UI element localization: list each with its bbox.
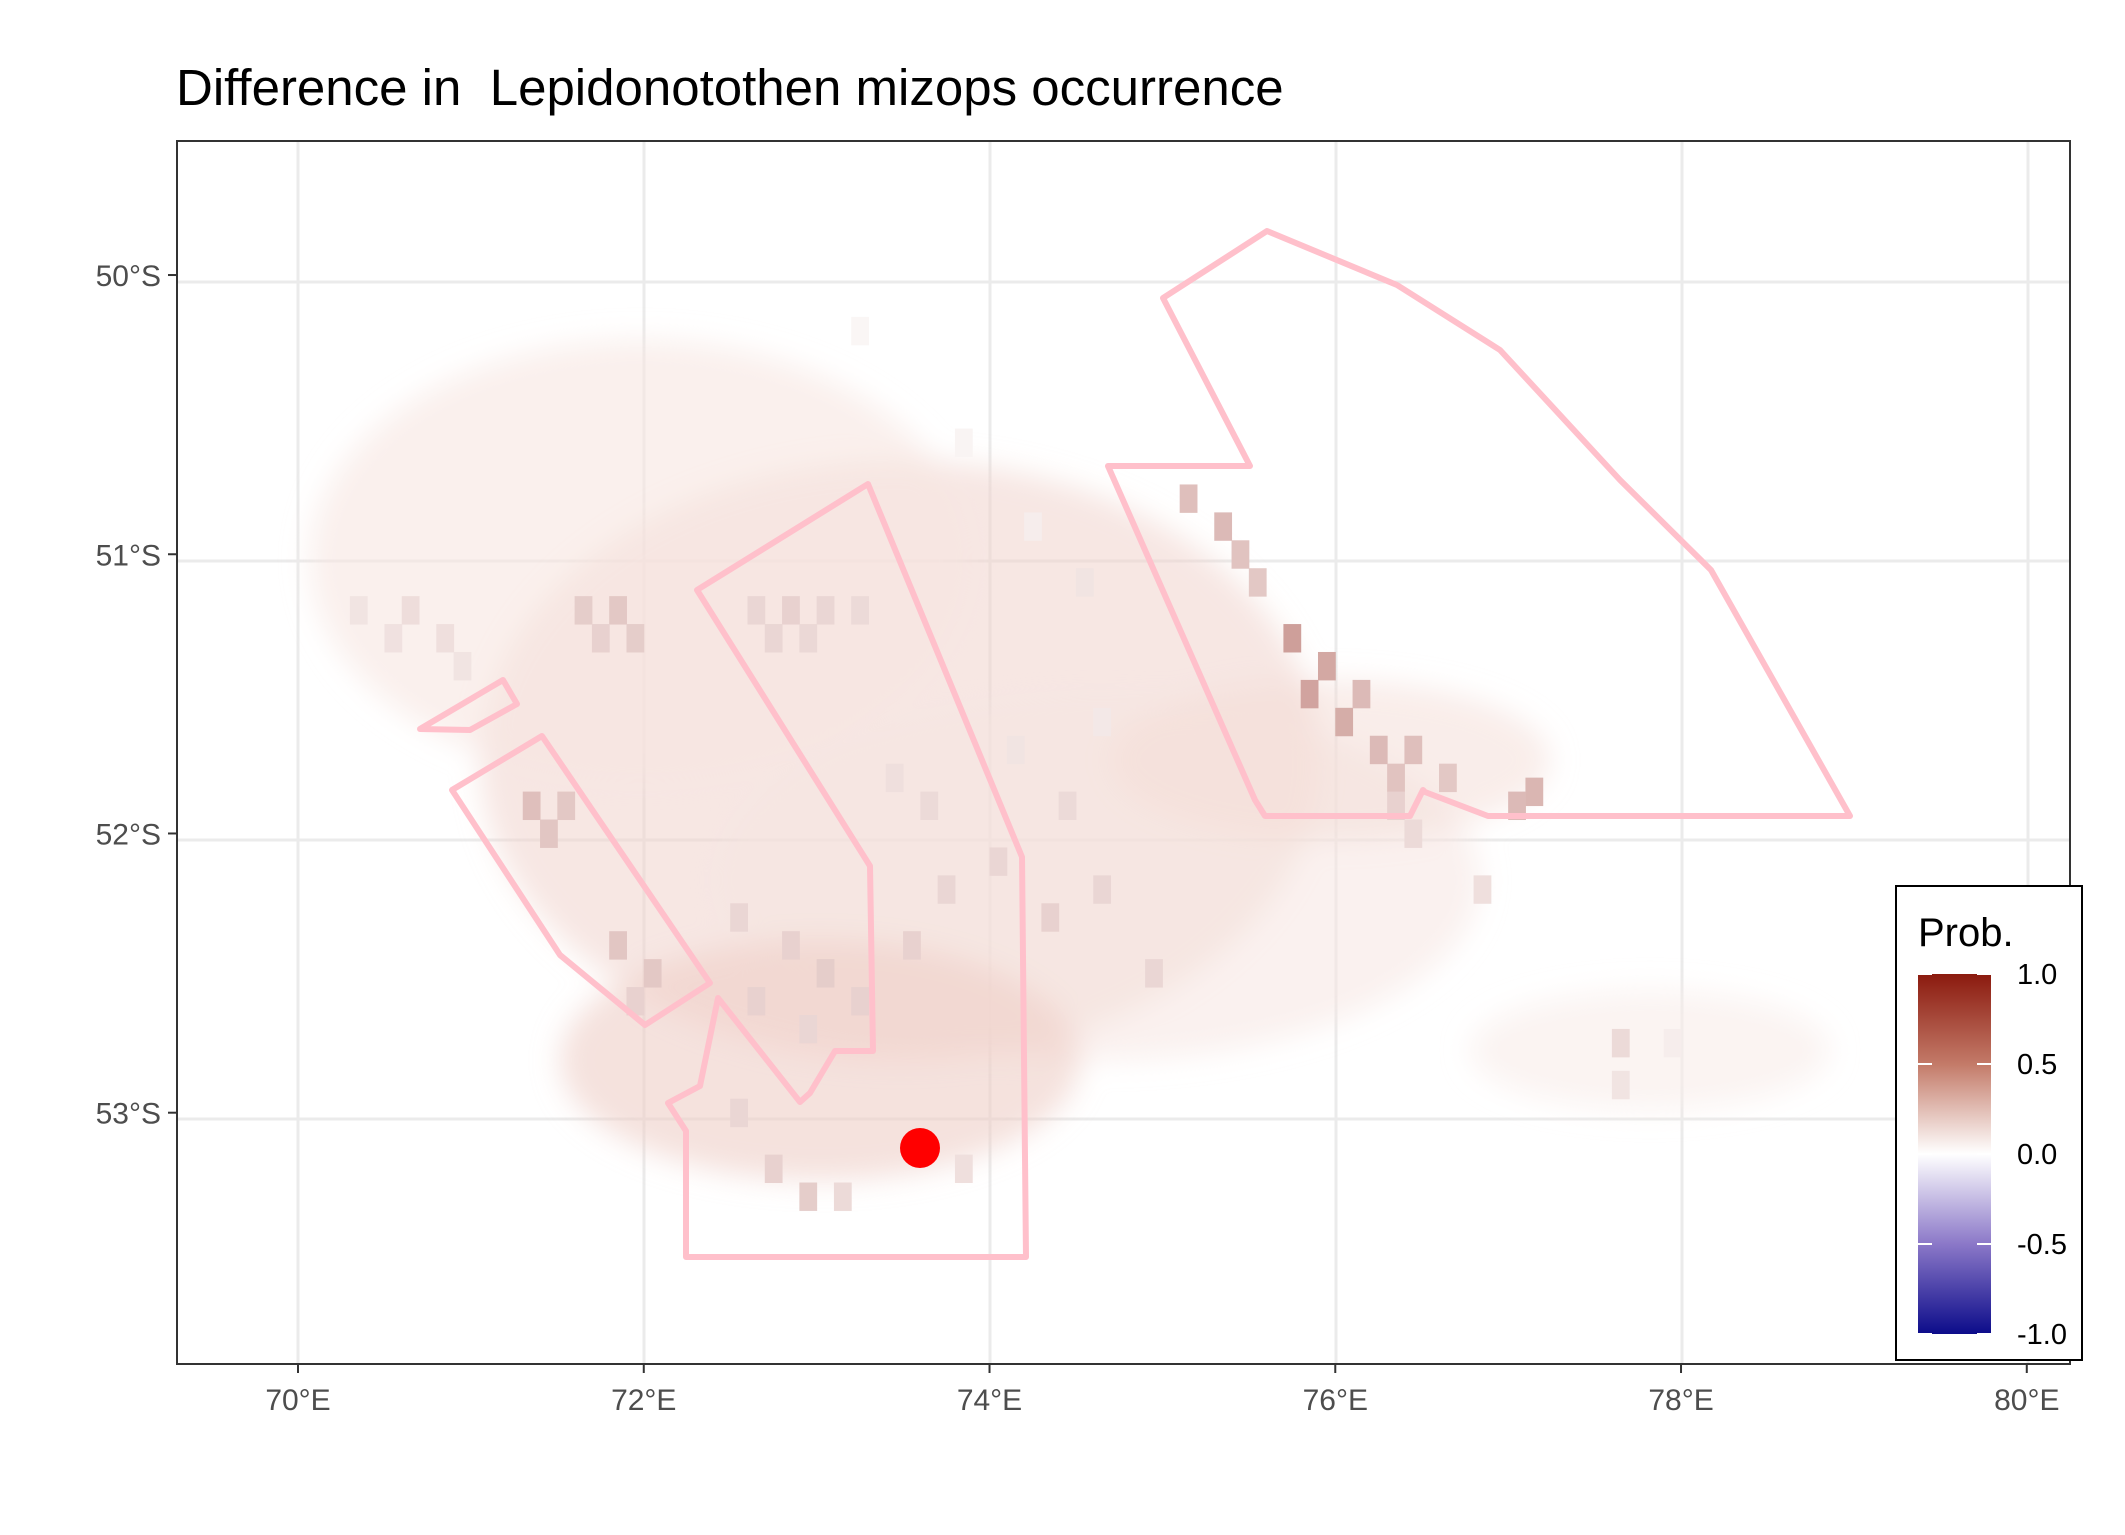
heatmap-cell — [609, 931, 627, 960]
legend-tick-label: -1.0 — [2017, 1319, 2067, 1351]
heatmap-cell — [1525, 777, 1544, 807]
y-axis: 50°S 51°S 52°S 53°S — [96, 260, 177, 1131]
heatmap-cell — [1404, 819, 1423, 848]
polygon-northeast-sector — [1105, 228, 1853, 819]
heatmap-cell — [1508, 791, 1526, 821]
x-axis: 70°E 72°E 74°E 76°E 78°E 80°E — [265, 1364, 2059, 1417]
y-tick-label: 50°S — [96, 260, 161, 293]
heatmap-cell — [764, 624, 783, 653]
heatmap-cell — [349, 596, 368, 625]
chart-title: Difference in Lepidonotothen mizops occu… — [176, 59, 1284, 116]
heatmap-cell — [851, 987, 870, 1016]
heatmap-cell — [1611, 1070, 1630, 1100]
heatmap-cell — [574, 596, 593, 625]
heatmap-cell — [903, 931, 921, 960]
legend: Prob. 1.0 0.5 0.0 -0.5 -1.0 — [1895, 885, 2083, 1361]
occurrence-background — [310, 340, 1830, 1180]
heatmap-cell — [1663, 1028, 1682, 1058]
heatmap-cell — [1283, 624, 1302, 653]
heatmap-cell — [1075, 568, 1094, 597]
heatmap-cell — [1387, 763, 1405, 793]
heatmap-cell — [626, 624, 645, 653]
heatmap-cell — [1317, 651, 1336, 681]
heatmap-cell — [885, 763, 904, 793]
heatmap-cell — [1058, 791, 1077, 821]
x-tick-label: 76°E — [1303, 1384, 1368, 1417]
legend-title: Prob. — [1918, 911, 2014, 955]
heatmap-cell — [643, 959, 662, 988]
heatmap-cell — [816, 596, 835, 625]
polygon-western-strip — [449, 733, 713, 1028]
heatmap-cell — [626, 987, 645, 1016]
heatmap-cell — [730, 903, 748, 932]
heatmap-cell — [1387, 791, 1405, 821]
heatmap-cell — [1179, 484, 1198, 513]
heatmap-cell — [1145, 959, 1163, 988]
heatmap-cell — [1611, 1028, 1630, 1058]
heatmap-cell — [453, 651, 472, 681]
legend-tick-label: 1.0 — [2017, 959, 2057, 991]
heatmap-cell — [1214, 512, 1233, 541]
heatmap-cell — [799, 624, 818, 653]
polygon-central-strip — [665, 481, 1029, 1260]
heatmap-cell — [782, 596, 800, 625]
x-tick-label: 72°E — [611, 1384, 676, 1417]
heatmap-cells — [349, 316, 1682, 1211]
heatmap-cell — [1439, 763, 1457, 793]
heatmap-cell — [609, 596, 627, 625]
heatmap-cell — [816, 959, 835, 988]
heatmap-cell — [401, 596, 420, 625]
location-marker — [900, 1128, 940, 1168]
heatmap-cell — [1404, 735, 1423, 765]
x-tick-label: 70°E — [265, 1384, 330, 1417]
heatmap-cell — [1006, 735, 1025, 765]
heatmap-cell — [851, 316, 870, 346]
heatmap-cell — [1369, 735, 1388, 765]
heatmap-cell — [937, 875, 956, 904]
legend-tick-label: 0.5 — [2017, 1049, 2057, 1081]
heatmap-cell — [1473, 875, 1492, 904]
x-tick-label: 74°E — [957, 1384, 1022, 1417]
heatmap-cell — [747, 987, 766, 1016]
legend-tick-label: 0.0 — [2017, 1139, 2057, 1171]
heatmap-cell — [730, 1098, 748, 1128]
heatmap-cell — [764, 1154, 783, 1184]
legend-tick-label: -0.5 — [2017, 1229, 2067, 1261]
heatmap-cell — [799, 1014, 818, 1044]
heatmap-cell — [782, 931, 800, 960]
heatmap-cell — [833, 1182, 852, 1211]
heatmap-cell — [1300, 679, 1319, 709]
heatmap-cell — [591, 624, 610, 653]
heatmap-cell — [1248, 568, 1267, 597]
heatmap-cell — [1093, 707, 1112, 737]
heatmap-cell — [540, 819, 558, 848]
heatmap-cell — [851, 596, 870, 625]
y-tick-label: 53°S — [96, 1098, 161, 1131]
heatmap-cell — [747, 596, 766, 625]
heatmap-cell — [557, 791, 576, 821]
heatmap-cell — [1231, 540, 1250, 569]
heatmap-cell — [1024, 512, 1042, 541]
x-tick-label: 78°E — [1648, 1384, 1713, 1417]
heatmap-cell — [920, 791, 939, 821]
heatmap-cell — [1093, 875, 1112, 904]
polygon-small-sliver — [417, 677, 520, 733]
heatmap-cell — [522, 791, 541, 821]
heatmap-cell — [954, 1154, 973, 1184]
y-tick-label: 51°S — [96, 539, 161, 572]
heatmap-cell — [954, 428, 973, 458]
heatmap-cell — [1335, 707, 1354, 737]
area-outlines — [417, 228, 1853, 1260]
heatmap-cell — [1041, 903, 1060, 932]
x-tick-label: 80°E — [1994, 1384, 2059, 1417]
heatmap-cell — [799, 1182, 818, 1211]
heatmap-cell — [989, 847, 1008, 876]
panel-border — [176, 140, 2071, 1365]
heatmap-cell — [384, 624, 403, 653]
heatmap-cell — [436, 624, 455, 653]
heatmap-cell — [1352, 679, 1371, 709]
y-tick-label: 52°S — [96, 818, 161, 851]
